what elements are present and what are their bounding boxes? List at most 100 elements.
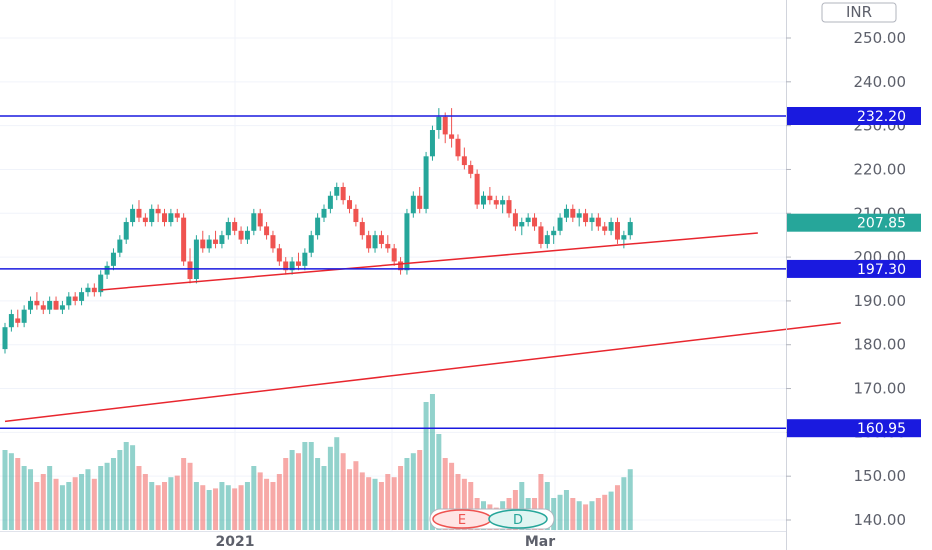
volume-bar	[276, 474, 282, 530]
volume-bar	[557, 494, 563, 530]
y-tick-label: 220.00	[854, 160, 907, 178]
candle-body	[327, 195, 333, 209]
trendlines[interactable]	[4, 232, 841, 423]
candle-body	[34, 300, 40, 306]
candle-body	[238, 230, 244, 240]
volume-bar	[519, 482, 525, 530]
volume-bar	[219, 482, 225, 530]
candles	[2, 108, 633, 354]
volume-bar	[602, 494, 608, 530]
candle-body	[66, 296, 72, 306]
volume-bar	[366, 477, 372, 530]
candle-body	[544, 235, 550, 244]
level-tag-label: 197.30	[857, 262, 906, 278]
y-tick-label: 150.00	[854, 467, 907, 485]
trendline-1	[100, 232, 758, 291]
candle-body	[187, 261, 193, 279]
volume-bar	[570, 498, 576, 530]
volume-bar	[110, 458, 116, 530]
candle-body	[15, 318, 21, 323]
candle-body	[59, 305, 65, 310]
candle-body	[461, 156, 467, 166]
volume-bar	[595, 498, 601, 530]
candle-body	[130, 208, 136, 223]
candle-body	[589, 217, 595, 223]
volume-bar	[334, 437, 340, 530]
volume-bar	[244, 482, 250, 530]
volume-bar	[28, 469, 34, 530]
candle-body	[2, 327, 8, 350]
candle-body	[308, 235, 314, 253]
candle-body	[251, 213, 257, 231]
x-tick-label-mar: Mar	[525, 534, 555, 550]
candle-body	[410, 195, 416, 214]
volume-bar	[608, 491, 614, 530]
volume-bar	[544, 482, 550, 530]
volume-bar	[34, 482, 40, 530]
candle-body	[110, 252, 116, 266]
candle-body	[200, 239, 206, 249]
level-tag	[787, 259, 921, 278]
candle-body	[244, 230, 250, 240]
volume-bar	[136, 466, 142, 530]
volume-bar	[321, 466, 327, 530]
currency-label: INR	[846, 3, 872, 21]
candle-body	[232, 222, 238, 231]
volume-bar	[455, 474, 461, 530]
volume-bar	[429, 394, 435, 530]
y-tick-label: 180.00	[854, 336, 907, 354]
volume-bar	[442, 458, 448, 530]
volume-bar	[627, 469, 633, 530]
currency-box[interactable]: INR	[821, 2, 897, 23]
time-axis[interactable]: 2021 Mar	[0, 531, 786, 550]
volume-bar	[21, 466, 27, 530]
volume-bar	[200, 485, 206, 530]
volume-bar	[551, 498, 557, 530]
candle-body	[372, 235, 378, 249]
y-tick-label: 170.00	[854, 380, 907, 398]
volume-bar	[391, 477, 397, 530]
earnings-badge[interactable]: E	[432, 509, 492, 529]
candle-body	[353, 208, 359, 223]
volume-bar	[104, 462, 110, 530]
x-tick-label-2021: 2021	[216, 534, 255, 550]
volume-bar	[385, 474, 391, 530]
dividend-badge[interactable]: D	[488, 509, 548, 529]
event-badges[interactable]: E D	[429, 508, 555, 530]
candle-body	[28, 300, 34, 310]
candle-body	[270, 235, 276, 249]
volume-bar	[53, 478, 59, 530]
candle-body	[359, 222, 365, 236]
volume-bar	[123, 442, 129, 530]
candle-body	[608, 222, 614, 231]
price-axis[interactable]: 250.00240.00230.00220.00210.00200.00190.…	[786, 0, 921, 550]
candle-body	[487, 195, 493, 201]
volume-bar	[589, 501, 595, 530]
candle-body	[79, 292, 85, 301]
volume-bar	[449, 462, 455, 530]
candle-body	[8, 314, 14, 328]
candle-body	[525, 217, 531, 223]
candle-body	[436, 116, 442, 131]
trendline-2	[4, 322, 841, 423]
candle-body	[481, 195, 486, 205]
candle-body	[321, 208, 327, 218]
volume-bar	[359, 472, 365, 530]
y-tick-label: 250.00	[854, 29, 907, 47]
candle-body	[136, 208, 142, 218]
volume-bar	[2, 450, 8, 530]
candle-body	[276, 248, 282, 262]
candle-body	[417, 195, 423, 209]
volume-bar	[404, 458, 410, 530]
candle-body	[442, 116, 448, 135]
candle-body	[595, 217, 601, 227]
y-tick-label: 240.00	[854, 73, 907, 91]
earnings-badge-label: E	[458, 513, 466, 528]
horizontal-levels[interactable]	[0, 115, 786, 429]
candle-body	[142, 217, 148, 223]
candle-body	[98, 274, 104, 293]
volume-bar	[40, 474, 46, 530]
candle-body	[283, 261, 289, 271]
